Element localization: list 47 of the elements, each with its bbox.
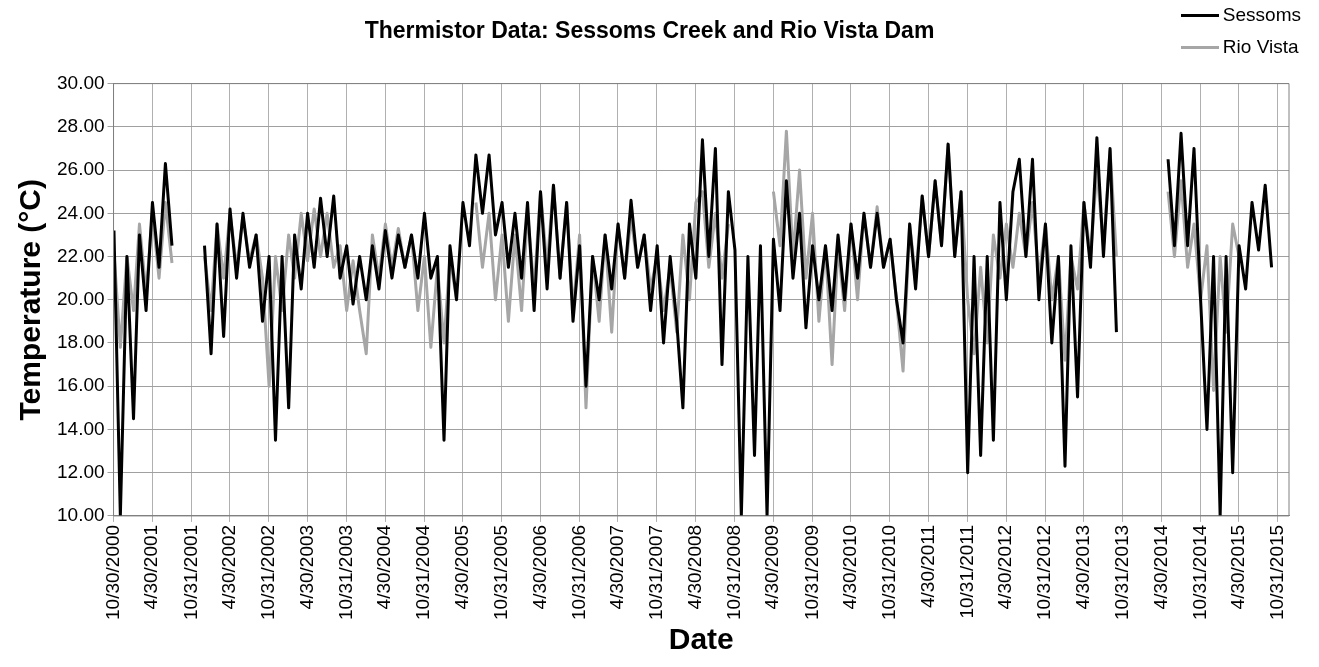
- legend-label: Rio Vista: [1222, 36, 1299, 58]
- x-tick-label: 10/31/2002: [257, 524, 279, 620]
- x-tick-label: 4/30/2009: [761, 524, 783, 610]
- x-tick-label: 4/30/2007: [606, 524, 628, 610]
- x-tick-label: 4/30/2010: [839, 524, 861, 610]
- x-tick-label: 4/30/2006: [528, 524, 550, 610]
- y-tick-label: 10.00: [57, 504, 105, 526]
- x-tick-label: 10/31/2004: [412, 524, 434, 620]
- x-tick-label: 4/30/2005: [450, 524, 472, 610]
- x-tick-label: 10/31/2008: [722, 524, 744, 620]
- x-tick-label: 4/30/2004: [373, 524, 395, 610]
- chart-title: Thermistor Data: Sessoms Creek and Rio Vista Dam: [364, 17, 935, 44]
- y-tick-label: 18.00: [57, 331, 105, 353]
- x-tick-label: 4/30/2014: [1149, 524, 1171, 610]
- x-tick-label: 10/31/2001: [179, 524, 201, 620]
- x-tick-label: 10/31/2015: [1266, 524, 1288, 620]
- x-tick-label: 10/31/2011: [955, 524, 977, 619]
- x-tick-label: 4/30/2003: [295, 524, 317, 610]
- x-tick-label: 10/31/2012: [1033, 524, 1055, 620]
- y-tick-label: 28.00: [57, 115, 105, 137]
- legend-label: Sessoms: [1222, 4, 1301, 26]
- x-tick-label: 10/31/2010: [878, 524, 900, 620]
- y-tick-label: 24.00: [57, 201, 105, 223]
- x-tick-label: 4/30/2011: [916, 524, 938, 609]
- x-tick-label: 4/30/2012: [994, 524, 1016, 610]
- x-tick-label: 4/30/2013: [1071, 524, 1093, 610]
- x-tick-label: 4/30/2002: [218, 524, 240, 610]
- x-tick-label: 10/31/2006: [567, 524, 589, 620]
- x-axis-title: Date: [668, 622, 734, 656]
- x-tick-label: 4/30/2015: [1227, 524, 1249, 610]
- y-tick-label: 14.00: [57, 417, 105, 439]
- x-tick-label: 10/31/2013: [1111, 524, 1133, 620]
- x-tick-label: 10/30/2000: [101, 524, 123, 620]
- y-tick-label: 16.00: [57, 374, 105, 396]
- y-tick-label: 30.00: [57, 71, 105, 93]
- x-tick-label: 4/30/2001: [140, 524, 162, 610]
- x-tick-label: 10/31/2005: [490, 524, 512, 620]
- y-axis-title: Temperature (°C): [13, 179, 47, 421]
- x-tick-label: 4/30/2008: [683, 524, 705, 610]
- x-tick-label: 10/31/2014: [1188, 524, 1210, 620]
- x-tick-label: 10/31/2007: [645, 524, 667, 620]
- y-tick-label: 26.00: [57, 158, 105, 180]
- y-tick-label: 12.00: [57, 460, 105, 482]
- x-tick-label: 10/31/2003: [334, 524, 356, 620]
- y-tick-label: 22.00: [57, 244, 105, 266]
- y-tick-label: 20.00: [57, 287, 105, 309]
- x-tick-label: 10/31/2009: [800, 524, 822, 620]
